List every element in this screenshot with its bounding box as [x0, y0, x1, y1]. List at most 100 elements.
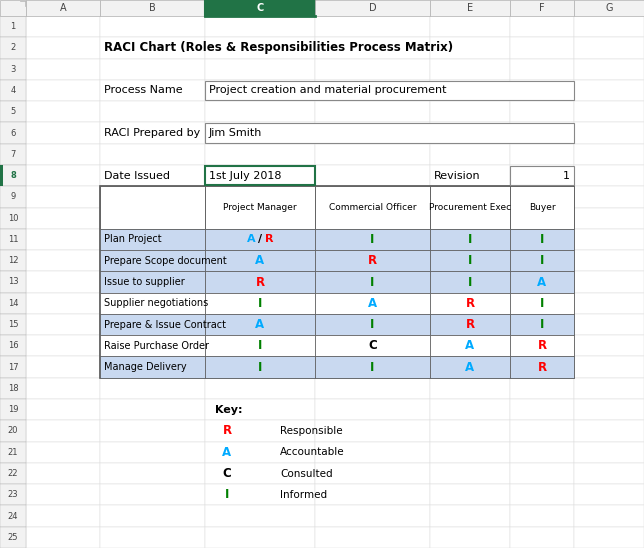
Text: C: C	[256, 3, 263, 13]
Bar	[510, 484, 574, 505]
Text: Date Issued: Date Issued	[104, 170, 170, 181]
Bar	[574, 463, 644, 484]
Bar	[510, 208, 574, 229]
Bar	[510, 505, 574, 527]
Bar	[574, 442, 644, 463]
Bar	[0, 527, 26, 548]
Bar	[574, 80, 644, 101]
Bar	[26, 463, 100, 484]
Bar	[315, 335, 430, 357]
Bar	[205, 357, 315, 378]
Bar	[510, 378, 574, 399]
Bar	[430, 80, 510, 101]
Bar	[510, 293, 574, 314]
Bar	[0, 165, 3, 186]
Bar	[205, 399, 315, 420]
Text: F: F	[539, 3, 545, 13]
Bar	[26, 186, 100, 208]
Text: Jim Smith: Jim Smith	[209, 128, 262, 138]
Text: 23: 23	[8, 490, 18, 499]
Bar	[0, 144, 26, 165]
Bar	[100, 420, 205, 442]
Text: 7: 7	[10, 150, 15, 159]
Bar	[574, 357, 644, 378]
Bar	[100, 37, 205, 59]
Bar	[315, 16, 430, 37]
Bar	[430, 186, 510, 229]
Bar	[26, 37, 100, 59]
Bar	[0, 165, 26, 186]
Bar	[315, 335, 430, 357]
Bar	[0, 59, 26, 80]
Bar	[100, 186, 205, 208]
Bar	[574, 165, 644, 186]
Text: Issue to supplier: Issue to supplier	[104, 277, 185, 287]
Bar	[510, 229, 574, 250]
Bar	[205, 59, 315, 80]
Bar	[205, 335, 315, 357]
Bar	[510, 186, 574, 229]
Text: Plan Project: Plan Project	[104, 235, 162, 244]
Bar	[315, 527, 430, 548]
Bar	[100, 250, 205, 271]
Bar	[205, 229, 315, 250]
Bar	[100, 484, 205, 505]
Text: 18: 18	[8, 384, 18, 393]
Bar	[315, 442, 430, 463]
Bar	[100, 357, 205, 378]
Text: A: A	[368, 297, 377, 310]
Bar	[315, 314, 430, 335]
Text: I: I	[540, 318, 544, 331]
Bar	[315, 505, 430, 527]
Bar	[430, 208, 510, 229]
Bar	[0, 314, 26, 335]
Bar	[574, 208, 644, 229]
Text: Responsible: Responsible	[280, 426, 343, 436]
Bar	[205, 250, 315, 271]
Bar	[205, 335, 315, 357]
Bar	[510, 0, 574, 16]
Bar	[510, 122, 574, 144]
Bar	[574, 314, 644, 335]
Bar	[315, 293, 430, 314]
Bar	[510, 314, 574, 335]
Bar	[205, 0, 315, 16]
Bar	[510, 314, 574, 335]
Bar	[430, 527, 510, 548]
Bar	[0, 122, 26, 144]
Bar	[315, 314, 430, 335]
Bar	[315, 271, 430, 293]
Bar	[510, 442, 574, 463]
Bar	[430, 250, 510, 271]
Text: 8: 8	[10, 171, 16, 180]
Bar	[430, 505, 510, 527]
Bar	[430, 293, 510, 314]
Bar	[574, 399, 644, 420]
Bar	[510, 250, 574, 271]
Text: C: C	[368, 339, 377, 352]
Bar	[315, 484, 430, 505]
Bar	[574, 505, 644, 527]
Bar	[510, 59, 574, 80]
Text: Key:: Key:	[215, 404, 243, 415]
Bar	[510, 420, 574, 442]
Bar	[430, 484, 510, 505]
Text: 9: 9	[10, 192, 15, 201]
Bar	[315, 208, 430, 229]
Bar	[0, 250, 26, 271]
Bar	[205, 314, 315, 335]
Bar	[26, 335, 100, 357]
Bar	[26, 505, 100, 527]
Bar	[574, 271, 644, 293]
Bar	[205, 357, 315, 378]
Text: Supplier negotiations: Supplier negotiations	[104, 298, 208, 309]
Bar	[574, 59, 644, 80]
Bar	[574, 144, 644, 165]
Bar	[205, 442, 315, 463]
Text: Revision: Revision	[434, 170, 480, 181]
Text: I: I	[468, 233, 472, 246]
Bar	[205, 165, 315, 186]
Bar	[315, 399, 430, 420]
Bar	[510, 357, 574, 378]
Bar	[26, 314, 100, 335]
